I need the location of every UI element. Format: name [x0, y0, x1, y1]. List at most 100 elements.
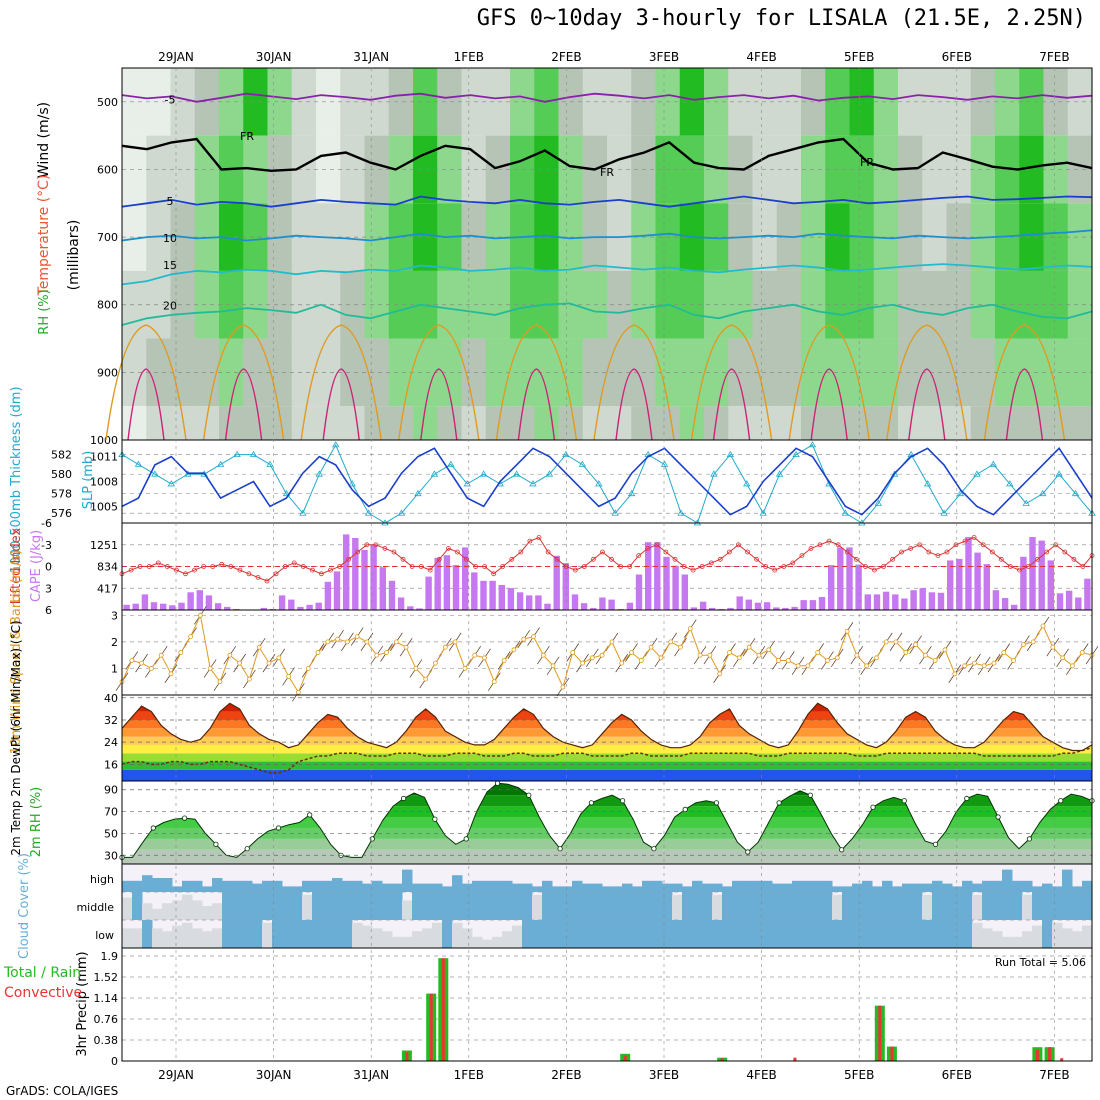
li-point: [817, 542, 823, 548]
date-label-top: 1FEB: [454, 50, 484, 64]
cloud-cell: [722, 886, 733, 892]
wind-speed-point: [825, 658, 830, 663]
cloud-cell: [202, 886, 213, 892]
cloud-cell: [352, 892, 363, 920]
cape-bar: [690, 607, 698, 610]
wind-speed-point: [717, 671, 723, 677]
hot-contour: [420, 368, 458, 441]
li-point: [1053, 542, 1059, 548]
rh-cell: [752, 406, 778, 440]
cloud-cell: [612, 892, 623, 920]
cloud-cell: [592, 920, 603, 948]
precip-conv-bar: [890, 1046, 894, 1061]
date-label-bottom: 6FEB: [942, 1068, 972, 1082]
rh-cell: [1043, 135, 1069, 204]
cloud-cell: [452, 922, 463, 948]
cloud-cell: [1062, 869, 1073, 892]
cloud-cell: [262, 880, 273, 892]
cloud-cell: [202, 906, 213, 920]
rh-point: [901, 798, 907, 804]
upper-air-tick-label: 900: [97, 366, 118, 379]
thickness-point: [249, 450, 258, 458]
cape-bar: [1011, 604, 1018, 610]
cloud-cell: [1032, 892, 1043, 920]
rh-point: [964, 795, 970, 802]
cloud-cell: [492, 936, 503, 948]
cloud-cell: [412, 931, 423, 948]
cloud-cell: [822, 880, 833, 892]
thickness-point: [545, 470, 554, 477]
cape-bar: [132, 603, 139, 610]
wind-speed-point: [776, 658, 781, 663]
precip-run-total: Run Total = 5.06: [995, 956, 1086, 969]
cape-bar: [507, 588, 515, 610]
hot-contour: [322, 368, 360, 441]
cape-bar: [608, 599, 615, 610]
cloud-cell: [852, 883, 863, 892]
hot-contour: [224, 368, 263, 441]
cloud-cell: [332, 878, 343, 892]
rh-cell: [388, 68, 414, 136]
thickness-point: [923, 480, 932, 487]
cloud-cell: [1082, 925, 1093, 948]
wind-speed-point: [482, 655, 487, 661]
cloud-cell: [242, 892, 253, 920]
cape-bar: [288, 599, 295, 610]
cape-bar: [260, 607, 267, 610]
cape-bar: [892, 594, 899, 610]
isotherm-line: [121, 92, 1093, 103]
cloud-cell: [842, 892, 853, 920]
cloud-cell: [272, 892, 283, 920]
rh-cell: [291, 68, 317, 136]
cloud-cell: [192, 880, 203, 892]
cloud-cell: [612, 886, 623, 892]
cloud-cell: [602, 920, 613, 948]
cloud-cell: [172, 886, 183, 892]
wind-speed-point: [893, 639, 899, 645]
rh-cell: [898, 270, 923, 339]
isotherm-line: [121, 302, 1093, 326]
cloud-cell: [832, 920, 843, 948]
rh-cell: [122, 68, 147, 136]
slp-tick-label: 1005: [90, 500, 118, 513]
cloud-cell: [942, 883, 953, 892]
cloud-cell: [262, 892, 273, 920]
rh-cell: [922, 406, 948, 440]
thickness-point: [726, 450, 735, 458]
cloud-cell: [522, 892, 533, 920]
cloud-cell: [1072, 886, 1083, 892]
cloud-cell: [462, 892, 473, 920]
cloud-cell: [612, 920, 623, 948]
temp-band: [122, 728, 1092, 737]
cape-bar: [315, 602, 322, 610]
cloud-cell: [332, 920, 343, 948]
cape-bar: [224, 606, 231, 610]
cloud-cell: [132, 880, 143, 892]
thickness-point: [1022, 499, 1030, 506]
cape-bar: [809, 600, 817, 610]
cloud-cell: [832, 894, 843, 920]
wind-speed-point: [991, 660, 997, 666]
rh-cell: [558, 406, 584, 440]
cloud-cell: [772, 892, 783, 920]
cloud-cell: [1002, 892, 1013, 920]
cloud-cell: [902, 883, 913, 892]
cloud-cell: [792, 892, 803, 920]
cloud-cell: [272, 920, 283, 948]
cloud-cell: [1012, 892, 1023, 920]
rh-cell: [170, 68, 196, 136]
thickness-point: [479, 470, 488, 477]
cape-bar: [1075, 597, 1082, 610]
cloud-cell: [402, 900, 413, 920]
temp-band: [122, 711, 1092, 720]
wind-speed-point: [1040, 623, 1046, 629]
hot-contour: [517, 368, 556, 441]
cloud-cell: [652, 892, 663, 920]
rh-cell: [898, 338, 923, 407]
rh-cell: [364, 68, 390, 136]
wind-speed-point: [727, 650, 732, 655]
cloud-cell: [192, 900, 203, 920]
upper-air-tick-label: 700: [97, 231, 118, 244]
temp-band: [122, 719, 1092, 729]
rh-band: [122, 849, 1092, 864]
